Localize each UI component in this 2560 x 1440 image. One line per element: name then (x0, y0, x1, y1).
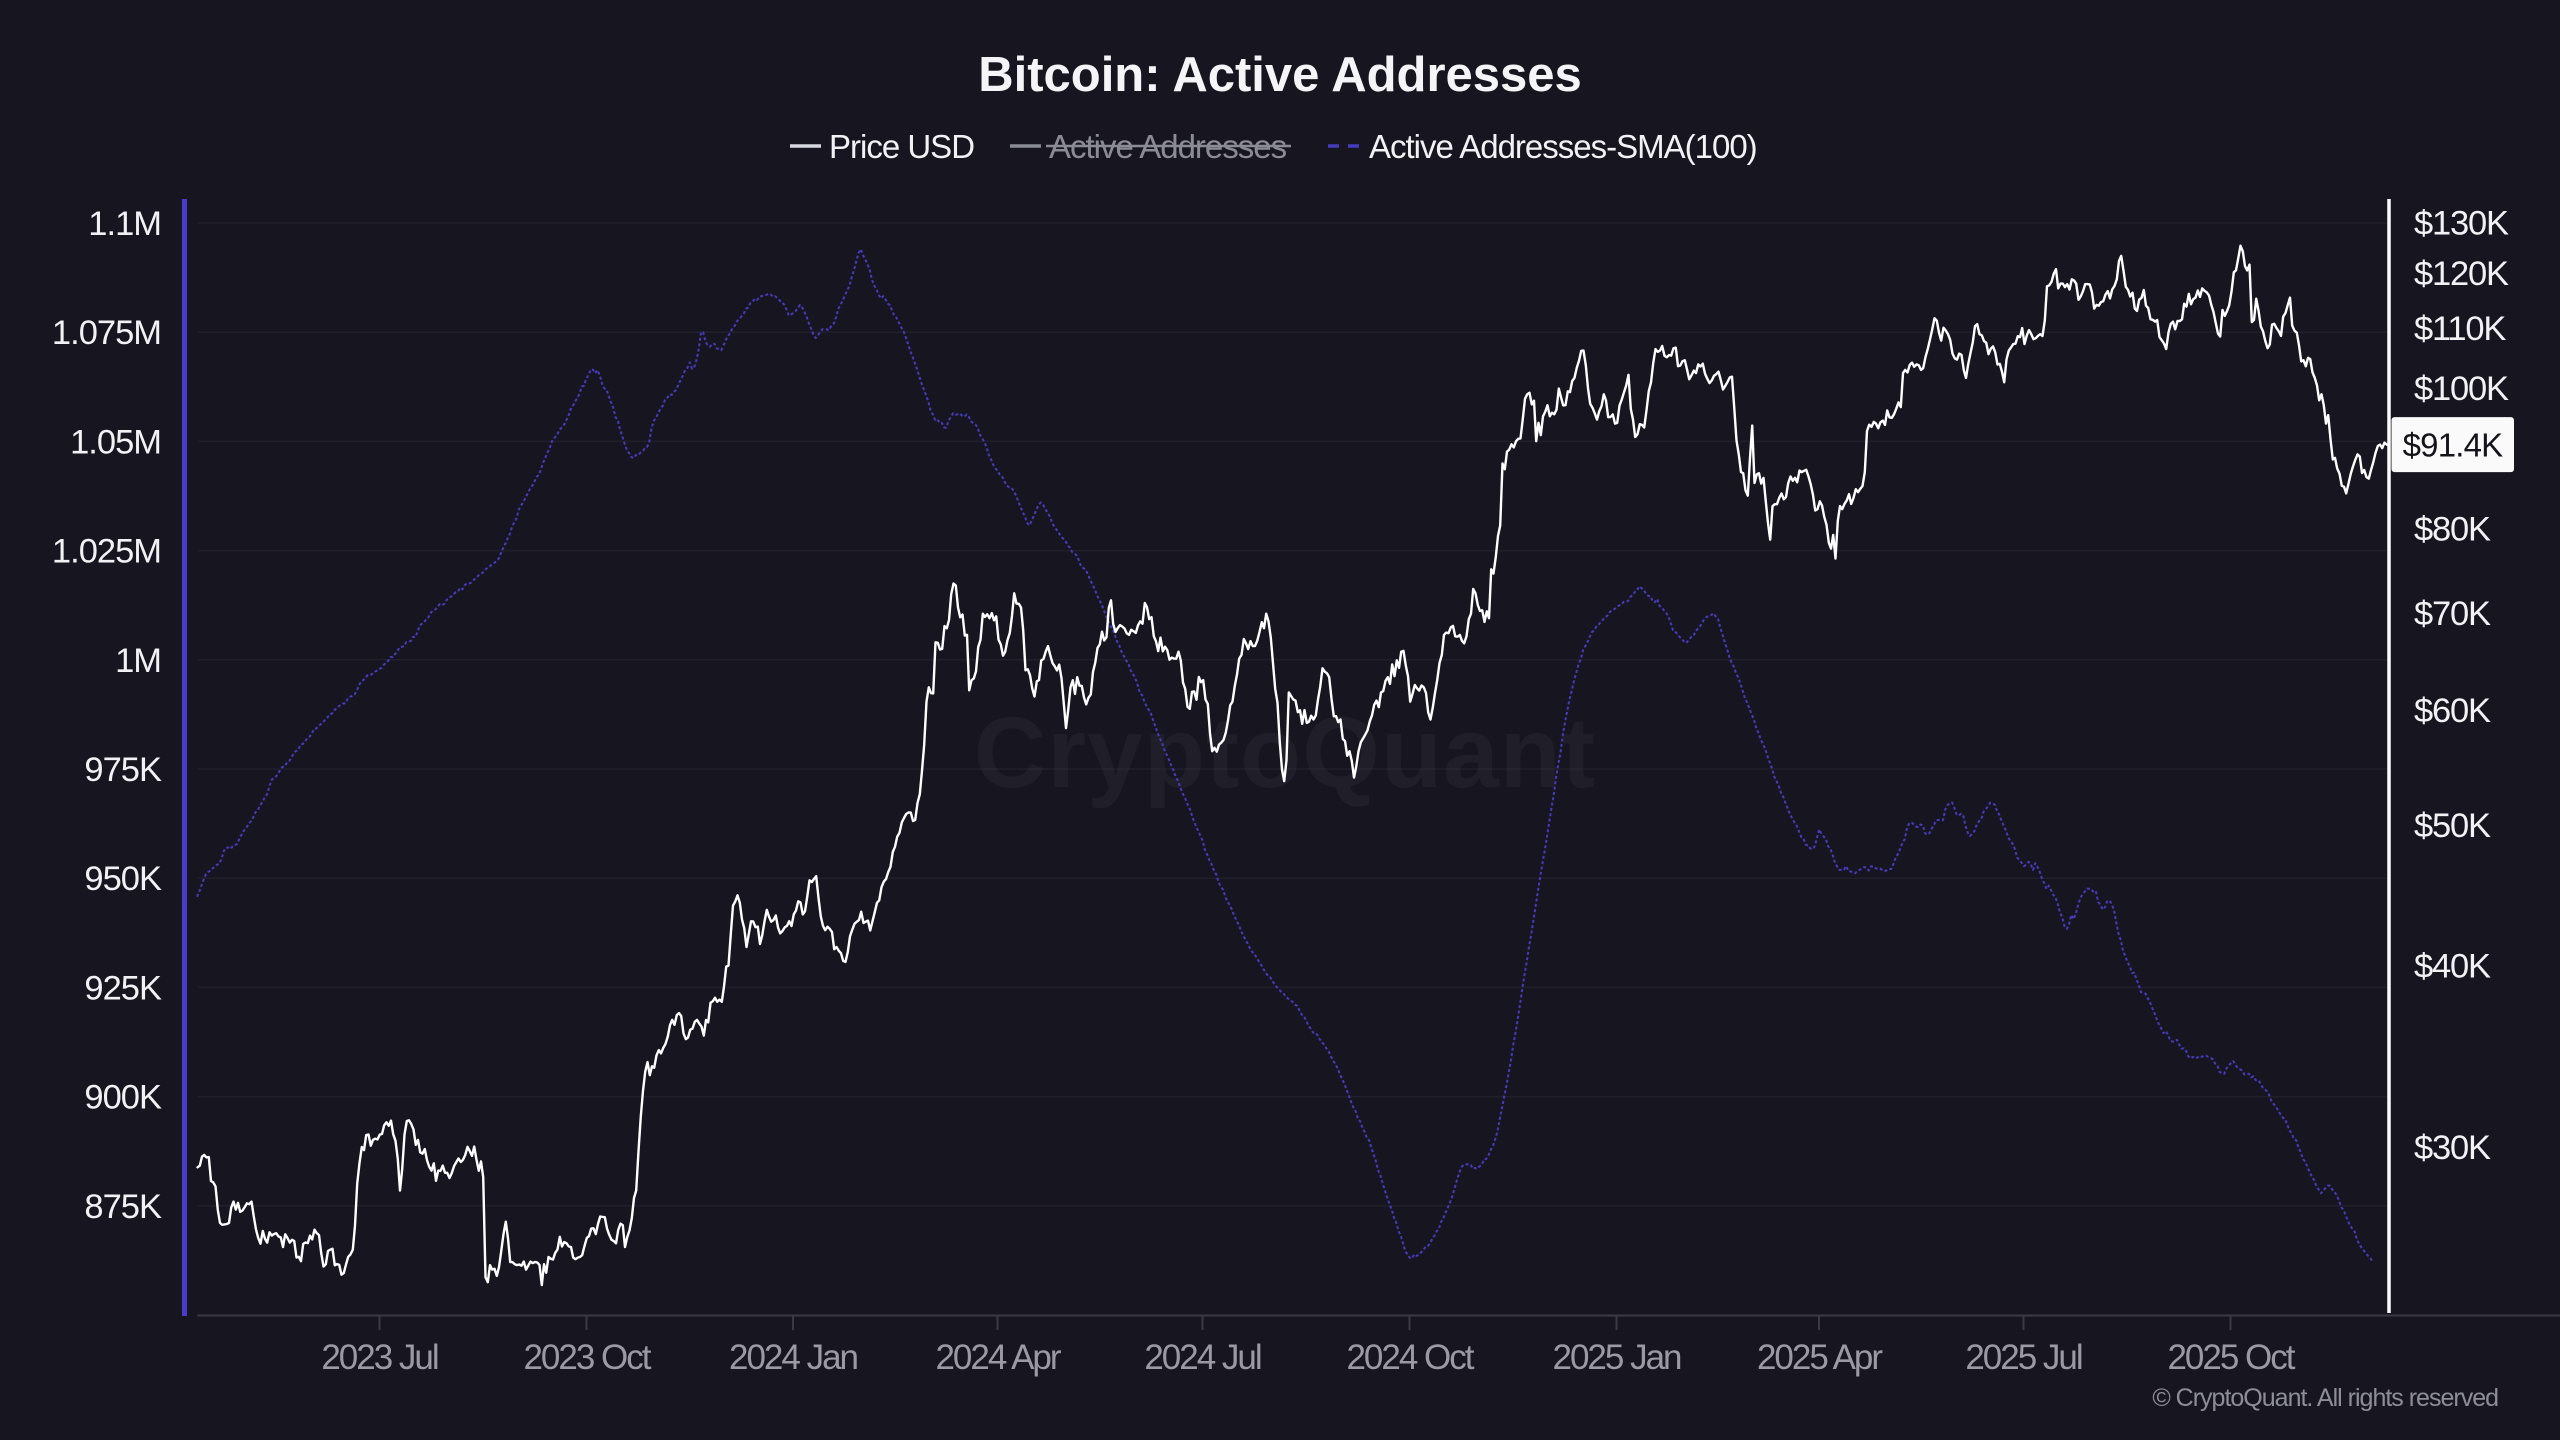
svg-text:2023 Jul: 2023 Jul (321, 1338, 438, 1377)
svg-text:Price USD: Price USD (829, 128, 974, 165)
svg-text:975K: 975K (84, 751, 162, 789)
svg-text:2023 Oct: 2023 Oct (523, 1338, 651, 1377)
svg-text:1.05M: 1.05M (70, 423, 161, 461)
svg-text:950K: 950K (84, 860, 162, 898)
svg-text:2025 Oct: 2025 Oct (2167, 1338, 2295, 1377)
svg-text:$50K: $50K (2414, 807, 2491, 845)
svg-text:875K: 875K (84, 1188, 162, 1226)
svg-text:2025 Jul: 2025 Jul (1965, 1338, 2082, 1377)
svg-text:2024 Apr: 2024 Apr (935, 1338, 1061, 1377)
svg-text:$120K: $120K (2414, 255, 2509, 293)
svg-text:925K: 925K (84, 969, 162, 1007)
svg-text:$80K: $80K (2414, 511, 2491, 549)
svg-text:$40K: $40K (2414, 948, 2491, 986)
svg-text:$130K: $130K (2414, 205, 2509, 243)
svg-text:Active Addresses-SMA(100): Active Addresses-SMA(100) (1369, 128, 1757, 165)
svg-text:$91.4K: $91.4K (2403, 427, 2504, 464)
svg-text:2024 Oct: 2024 Oct (1346, 1338, 1474, 1377)
svg-text:$100K: $100K (2414, 370, 2509, 408)
svg-text:2024 Jul: 2024 Jul (1144, 1338, 1261, 1377)
svg-text:© CryptoQuant. All rights rese: © CryptoQuant. All rights reserved (2152, 1384, 2498, 1412)
svg-text:2025 Apr: 2025 Apr (1757, 1338, 1883, 1377)
svg-text:1.025M: 1.025M (52, 533, 161, 571)
svg-text:CryptoQuant: CryptoQuant (974, 697, 1596, 809)
svg-text:Bitcoin: Active Addresses: Bitcoin: Active Addresses (978, 48, 1582, 102)
svg-text:1.1M: 1.1M (88, 205, 161, 243)
svg-text:2025 Jan: 2025 Jan (1552, 1338, 1681, 1377)
svg-text:$70K: $70K (2414, 595, 2491, 633)
svg-text:$60K: $60K (2414, 692, 2491, 730)
svg-text:1M: 1M (115, 642, 161, 680)
svg-text:2024 Jan: 2024 Jan (729, 1338, 858, 1377)
svg-text:1.075M: 1.075M (52, 314, 161, 352)
svg-text:$30K: $30K (2414, 1129, 2491, 1167)
svg-text:$110K: $110K (2414, 310, 2506, 348)
svg-text:900K: 900K (84, 1079, 162, 1117)
